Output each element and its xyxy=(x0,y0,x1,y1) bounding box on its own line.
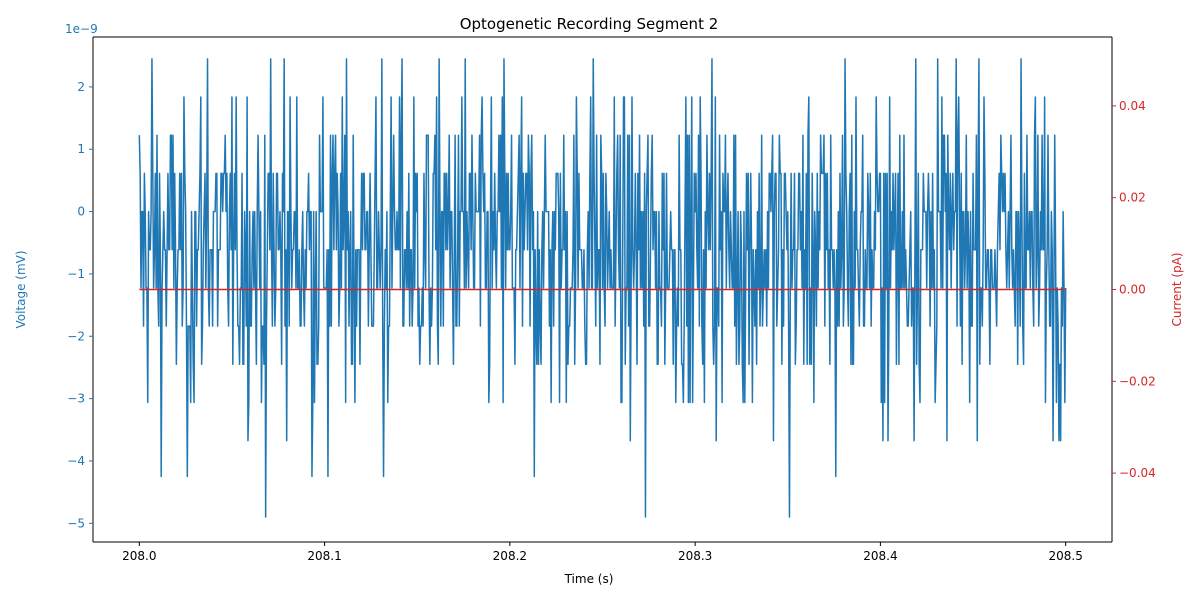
right-y-tick-label: 0.00 xyxy=(1119,283,1146,297)
left-y-tick-label: 0 xyxy=(77,205,85,219)
voltage-series-line xyxy=(138,58,1067,518)
right-y-tick-label: 0.04 xyxy=(1119,99,1146,113)
left-y-tick-label: −2 xyxy=(67,329,85,343)
right-y-tick-label: −0.02 xyxy=(1119,374,1156,388)
left-y-tick-label: −3 xyxy=(67,392,85,406)
x-tick-label: 208.3 xyxy=(678,549,712,563)
x-tick-label: 208.2 xyxy=(493,549,527,563)
right-y-axis-ticks: 0.04 0.02 0.00 −0.02 −0.04 xyxy=(1112,99,1156,480)
left-y-axis-ticks: 2 1 0 −1 −2 −3 −4 −5 xyxy=(67,80,93,530)
voltage-trace xyxy=(138,58,1067,518)
right-y-tick-label: 0.02 xyxy=(1119,191,1146,205)
right-y-axis-label: Current (pA) xyxy=(1170,252,1184,326)
left-y-tick-label: −5 xyxy=(67,516,85,530)
left-y-tick-label: −1 xyxy=(67,267,85,281)
x-tick-label: 208.0 xyxy=(122,549,156,563)
x-tick-label: 208.1 xyxy=(307,549,341,563)
x-axis-ticks: 208.0 208.1 208.2 208.3 208.4 208.5 xyxy=(122,542,1083,563)
x-axis-label: Time (s) xyxy=(564,572,614,586)
right-y-tick-label: −0.04 xyxy=(1119,466,1156,480)
left-y-tick-label: 1 xyxy=(77,142,85,156)
left-y-tick-label: −4 xyxy=(67,454,85,468)
left-y-offset-label: 1e−9 xyxy=(65,22,98,36)
left-y-tick-label: 2 xyxy=(77,80,85,94)
x-tick-label: 208.5 xyxy=(1049,549,1083,563)
left-y-axis-label: Voltage (mV) xyxy=(14,250,28,328)
chart-title: Optogenetic Recording Segment 2 xyxy=(460,15,719,33)
x-tick-label: 208.4 xyxy=(863,549,897,563)
